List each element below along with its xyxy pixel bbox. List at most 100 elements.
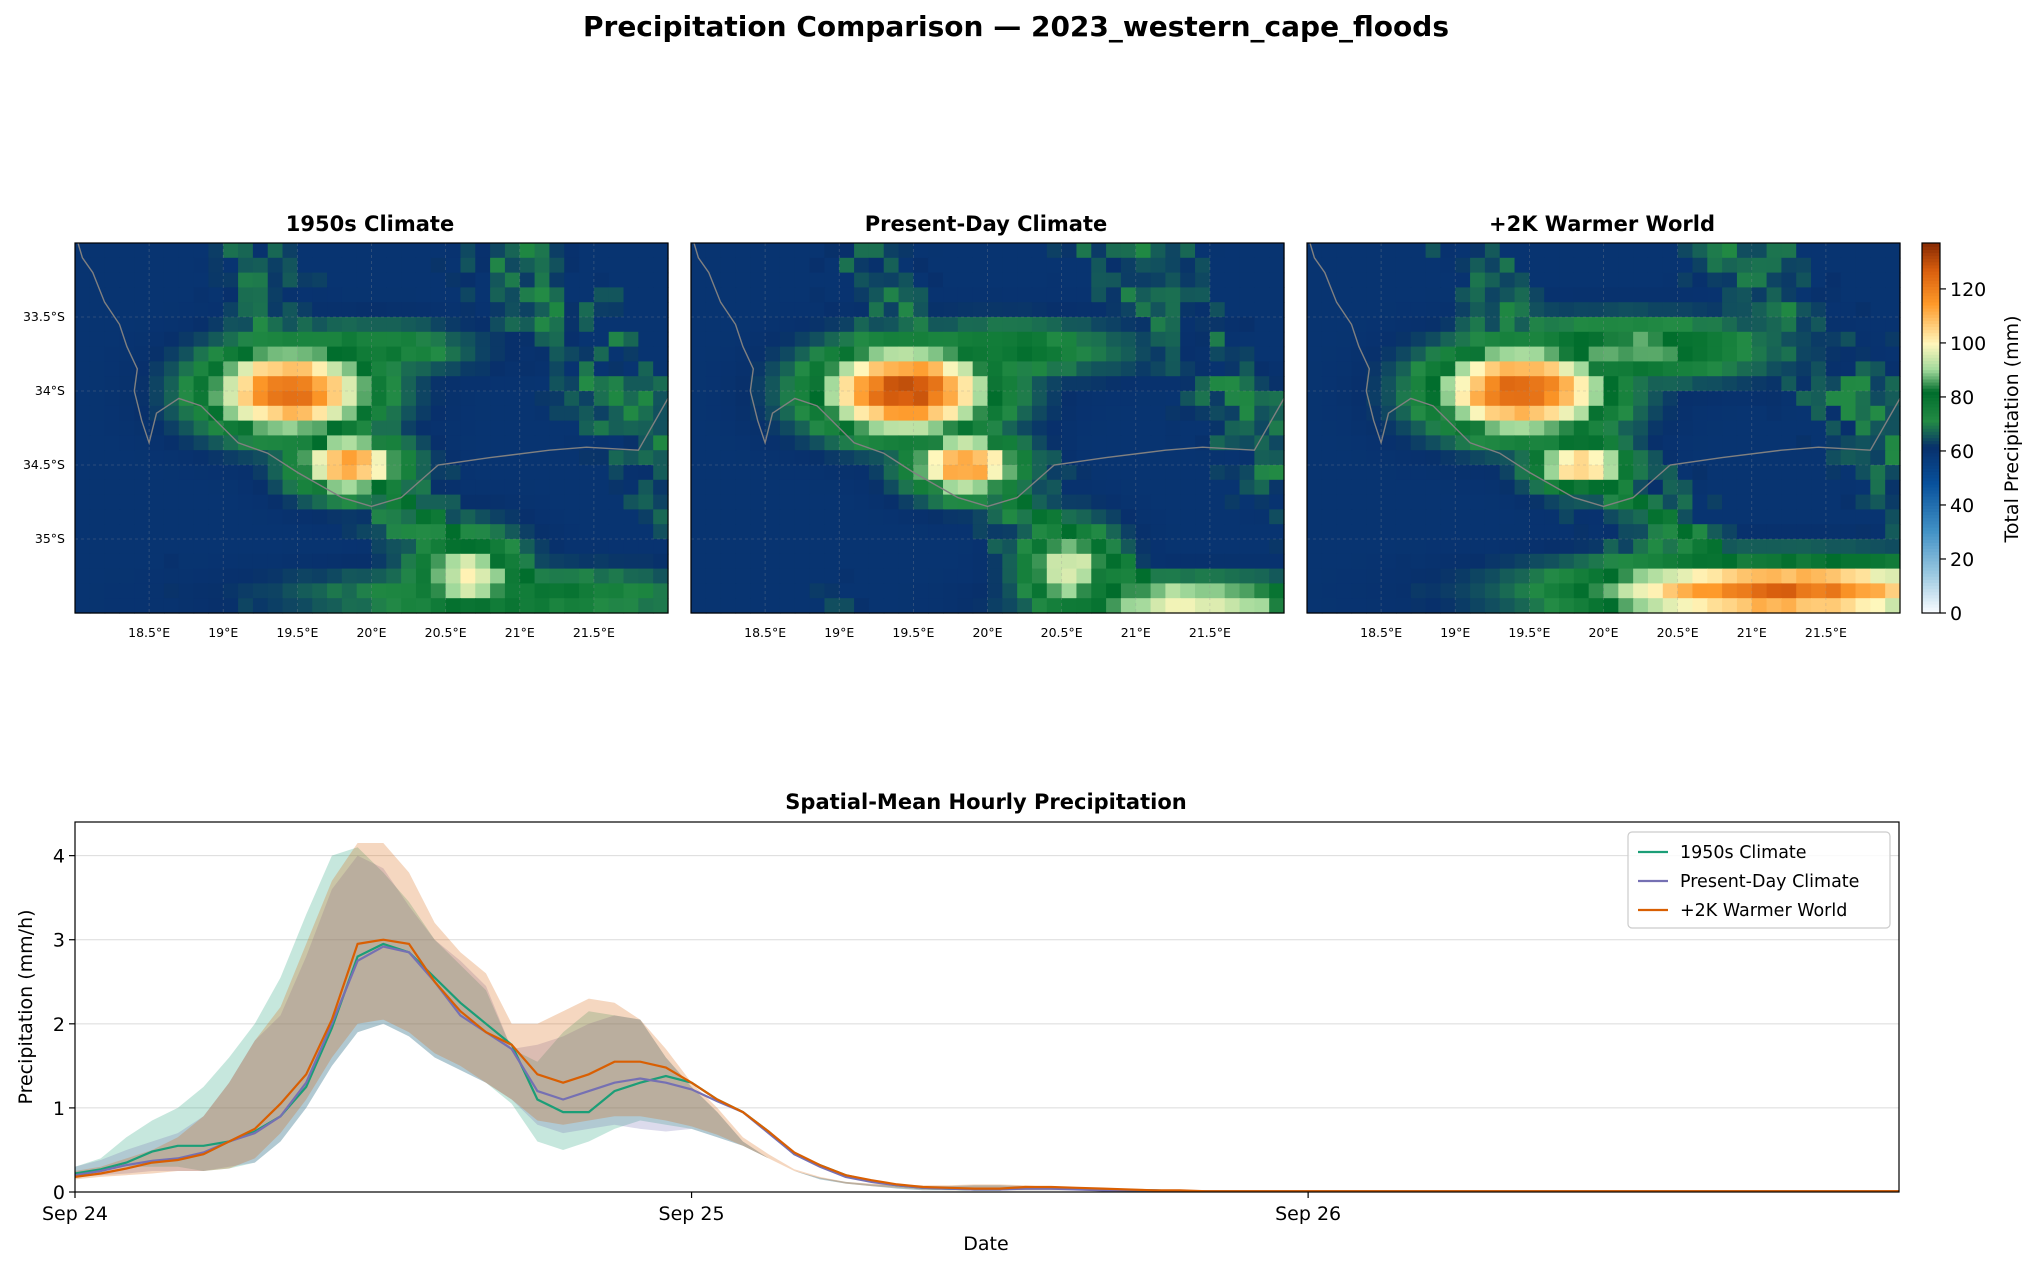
precip-cell: [1811, 539, 1827, 555]
precip-cell: [1195, 553, 1211, 570]
colorbar-segment: [1922, 258, 1940, 263]
precip-cell: [854, 598, 870, 614]
precip-cell: [1269, 272, 1285, 288]
precip-cell: [178, 376, 195, 392]
precip-cell: [1239, 568, 1255, 584]
precip-cell: [1046, 494, 1063, 510]
precip-cell: [1870, 317, 1886, 333]
precip-cell: [1135, 405, 1152, 422]
precip-cell: [1425, 376, 1442, 392]
colorbar-segment: [1922, 403, 1940, 408]
line-chart: Spatial-Mean Hourly Precipitation Date P…: [15, 790, 1900, 1255]
precip-cell: [297, 287, 313, 303]
precip-cell: [223, 539, 239, 555]
precip-cell: [1046, 598, 1063, 614]
precip-cell: [356, 553, 373, 570]
precip-cell: [1366, 450, 1382, 466]
precip-cell: [1722, 539, 1738, 555]
precip-cell: [193, 450, 210, 466]
precip-cell: [1091, 346, 1107, 362]
precip-cell: [415, 391, 432, 407]
colorbar-segment: [1922, 542, 1940, 546]
precip-cell: [928, 287, 944, 303]
precip-cell: [957, 331, 974, 348]
precip-cell: [913, 553, 929, 570]
precip-cell: [957, 435, 974, 451]
precip-cell: [341, 524, 358, 540]
precip-cell: [1514, 331, 1530, 348]
precip-cell: [1603, 331, 1619, 348]
precip-cell: [1603, 317, 1619, 333]
precip-cell: [750, 568, 766, 584]
precip-cell: [1395, 420, 1412, 436]
precip-cell: [1002, 479, 1018, 496]
precip-cell: [282, 524, 298, 540]
precip-cell: [119, 317, 135, 333]
precip-cell: [1514, 465, 1530, 481]
precip-cell: [623, 553, 639, 570]
precip-cell: [1307, 317, 1323, 333]
precip-cell: [1165, 287, 1181, 303]
precip-cell: [1499, 524, 1516, 540]
precip-cell: [1307, 302, 1323, 318]
precip-cell: [1046, 450, 1063, 466]
precip-cell: [1840, 509, 1857, 525]
precip-cell: [386, 553, 402, 570]
precip-cell: [1209, 287, 1226, 303]
precip-cell: [705, 539, 722, 555]
precip-cell: [638, 568, 654, 584]
precip-cell: [163, 435, 180, 451]
precip-cell: [1514, 272, 1530, 288]
precip-cell: [883, 302, 900, 318]
precip-cell: [1736, 257, 1753, 274]
precip-cell: [401, 272, 417, 288]
precip-cell: [134, 376, 150, 392]
precip-cell: [1811, 583, 1827, 599]
precip-cell: [868, 465, 885, 481]
precip-cell: [297, 509, 313, 525]
precip-cell: [898, 361, 914, 377]
precip-cell: [282, 435, 298, 451]
precip-cell: [519, 376, 536, 392]
precip-cell: [534, 524, 550, 540]
precip-cell: [1076, 450, 1092, 466]
precip-cell: [1855, 331, 1871, 348]
precip-cell: [1544, 435, 1560, 451]
precip-cell: [549, 257, 565, 274]
precip-cell: [579, 331, 595, 348]
precip-cell: [1870, 568, 1886, 584]
precip-cell: [475, 509, 491, 525]
precip-cell: [534, 405, 550, 422]
precip-cell: [1736, 435, 1753, 451]
precip-cell: [972, 317, 989, 333]
precip-cell: [1031, 465, 1048, 481]
precip-cell: [1165, 331, 1181, 348]
precip-cell: [1002, 598, 1018, 614]
precip-cell: [1781, 568, 1797, 584]
colorbar-segment: [1922, 387, 1940, 392]
precip-cell: [1150, 420, 1166, 436]
precip-cell: [1885, 598, 1901, 614]
precip-cell: [401, 583, 417, 599]
precip-cell: [1559, 405, 1575, 422]
precip-cell: [1825, 509, 1842, 525]
precip-cell: [178, 257, 195, 274]
legend-label: Present-Day Climate: [1680, 872, 1859, 892]
precip-cell: [238, 553, 254, 570]
y-tick-label: 3: [53, 930, 65, 952]
precip-cell: [490, 583, 506, 599]
precip-cell: [1061, 287, 1078, 303]
precip-cell: [705, 361, 722, 377]
precip-cell: [987, 405, 1003, 422]
precip-cell: [1855, 568, 1871, 584]
precip-cell: [1395, 539, 1412, 555]
precip-cell: [1781, 479, 1797, 496]
precip-cell: [854, 376, 870, 392]
precip-cell: [1195, 465, 1211, 481]
precip-cell: [868, 317, 885, 333]
precip-cell: [1529, 391, 1545, 407]
precip-cell: [854, 391, 870, 407]
precip-cell: [883, 598, 900, 614]
map-xtick-label: 19.5°E: [1508, 625, 1550, 640]
precip-cell: [943, 361, 959, 377]
